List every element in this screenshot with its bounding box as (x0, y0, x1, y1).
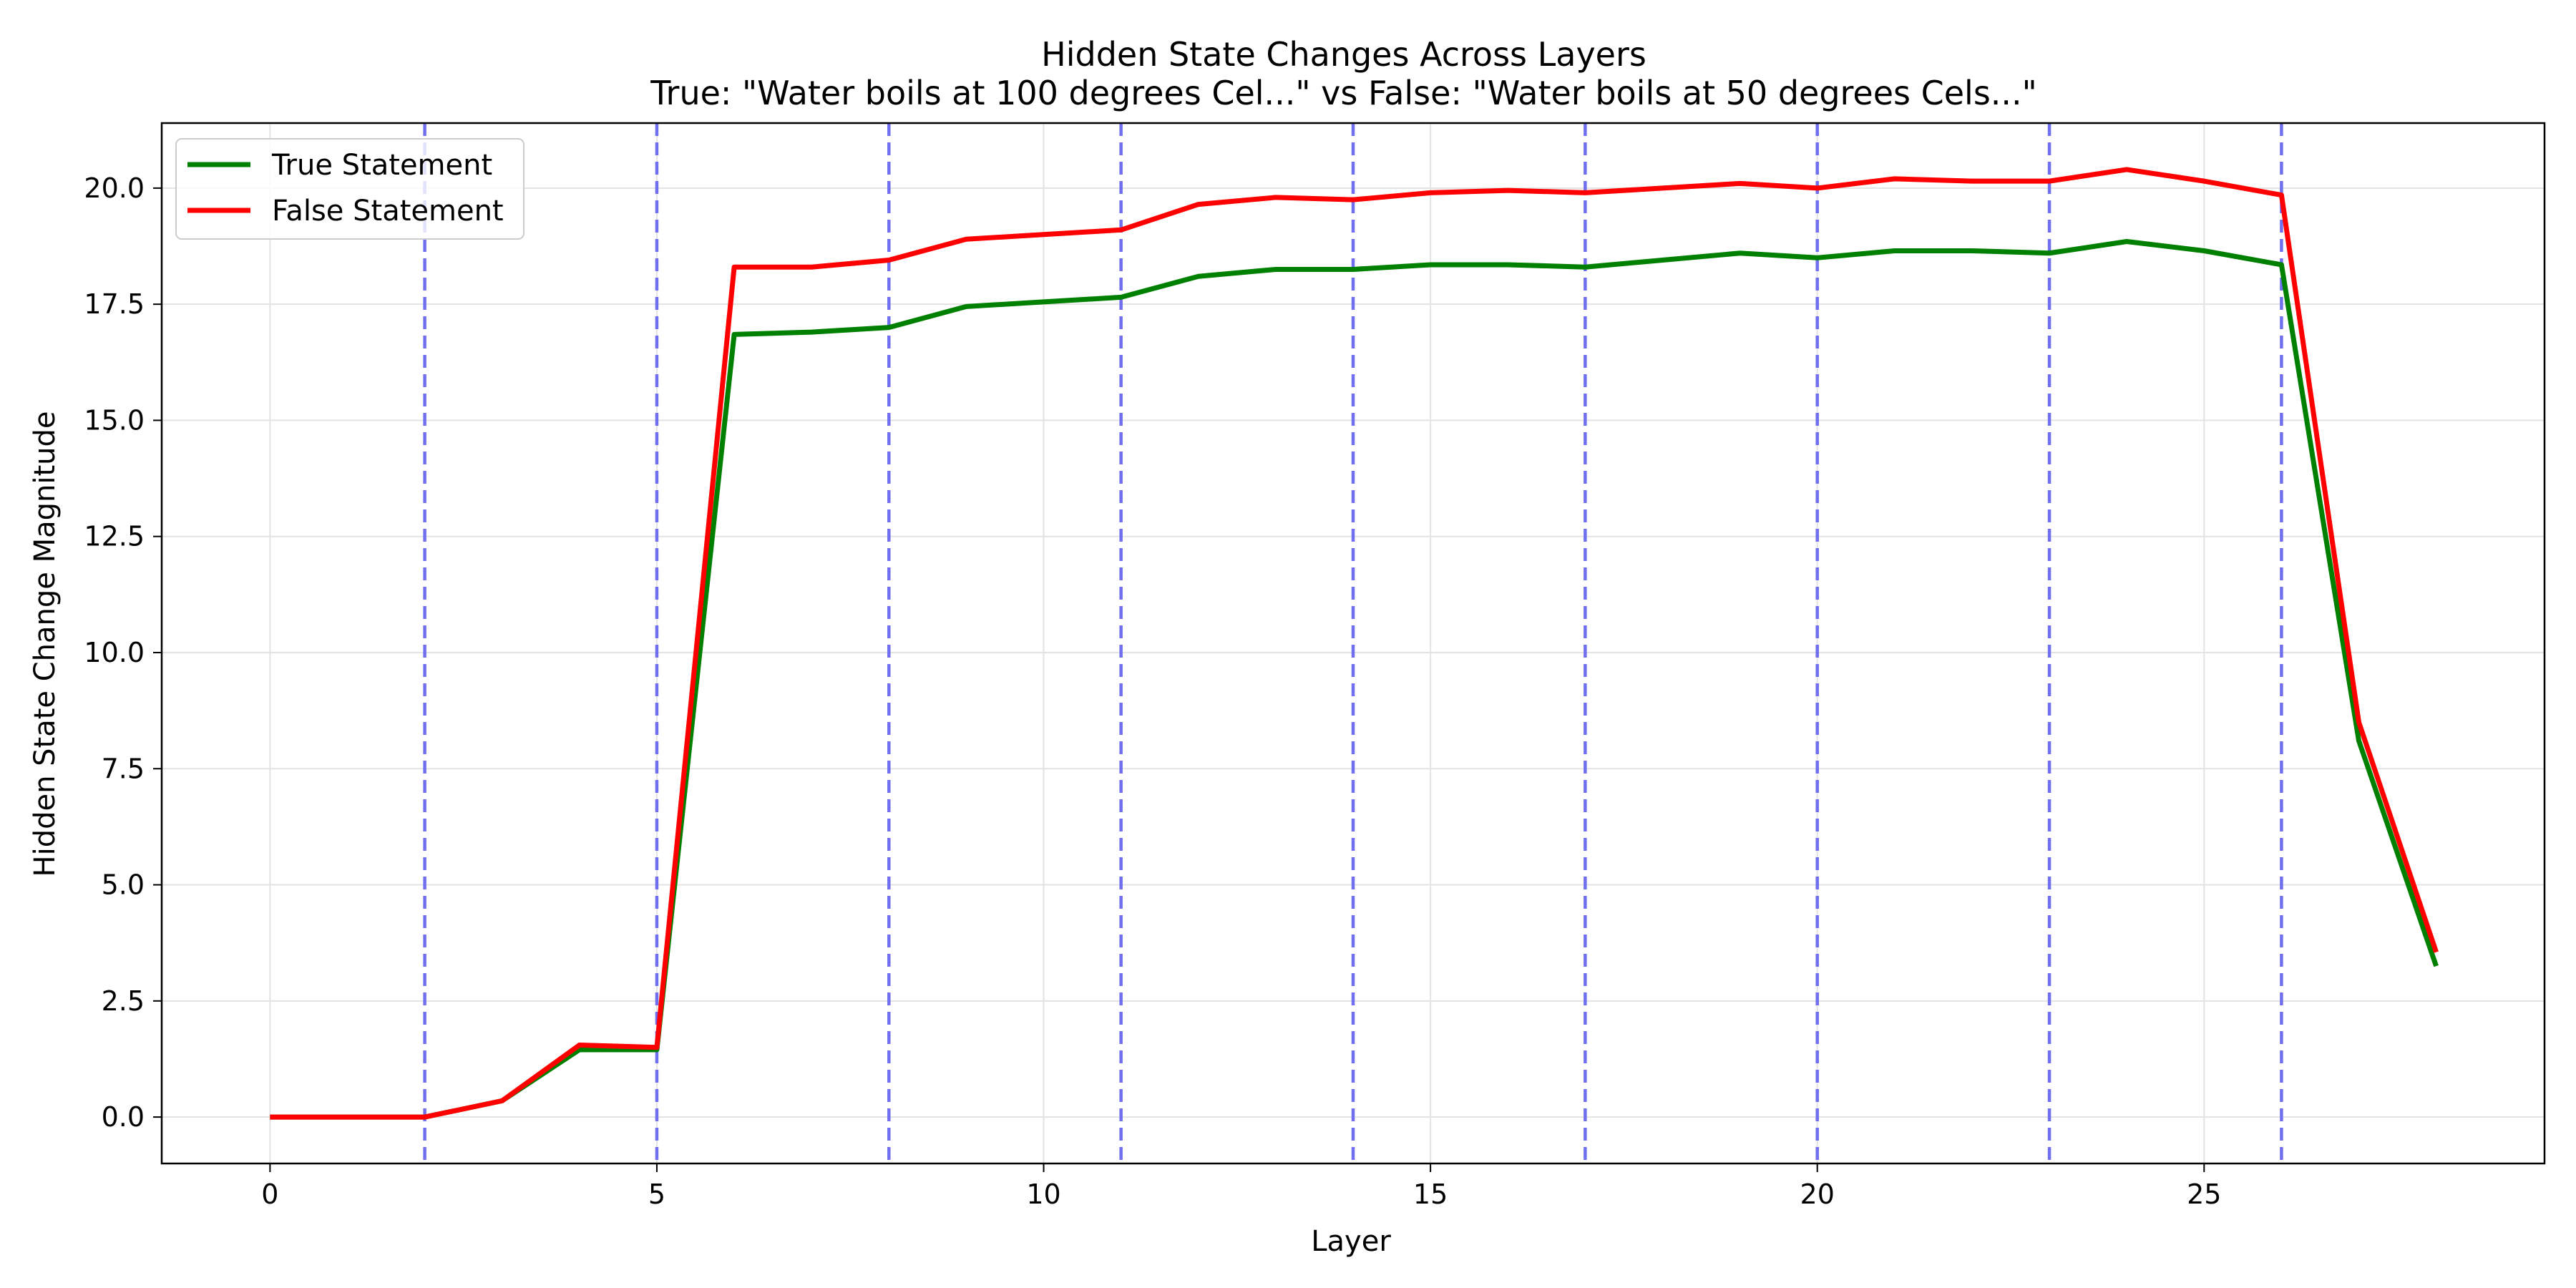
x-tick-label: 0 (261, 1179, 278, 1210)
x-tick-label: 20 (1800, 1179, 1835, 1210)
legend: True Statement False Statement (175, 138, 525, 240)
series-line-true-statement (270, 239, 2439, 1120)
x-tick-label: 5 (648, 1179, 665, 1210)
x-tick-label: 15 (1413, 1179, 1448, 1210)
y-tick-label: 0.0 (102, 1101, 145, 1133)
y-tick-label: 20.0 (84, 172, 145, 204)
chart-subtitle: True: "Water boils at 100 degrees Cel...… (650, 74, 2037, 112)
y-tick-label: 7.5 (102, 753, 145, 784)
y-tick-label: 17.5 (84, 288, 145, 320)
y-tick-label: 12.5 (84, 521, 145, 552)
chart-title: Hidden State Changes Across Layers (1041, 35, 1646, 74)
x-tick-label: 10 (1026, 1179, 1060, 1210)
y-tick-label: 2.5 (102, 985, 145, 1017)
y-tick-label: 15.0 (84, 404, 145, 436)
legend-label-true-statement: True Statement (271, 149, 492, 182)
x-tick-label: 25 (2187, 1179, 2221, 1210)
plot-frame (160, 122, 2546, 1165)
y-axis-label: Hidden State Change Magnitude (29, 411, 62, 877)
x-axis-label: Layer (1311, 1225, 1391, 1258)
y-tick-label: 10.0 (84, 637, 145, 668)
series-lines (270, 167, 2439, 1120)
y-tick-label: 5.0 (102, 869, 145, 901)
series-line-false-statement (270, 167, 2439, 1120)
legend-box (175, 138, 525, 240)
legend-label-false-statement: False Statement (272, 195, 504, 228)
axis-ticks: 0 5 10 15 20 25 0.0 2.5 5.0 7.5 10.0 12.5 15.0 17.5 20… (84, 172, 2221, 1210)
